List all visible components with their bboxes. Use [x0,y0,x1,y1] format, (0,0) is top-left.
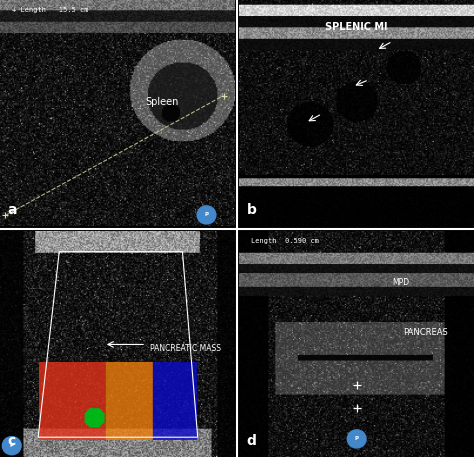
Text: Spleen: Spleen [146,97,179,107]
Text: + Length   15.5 cm: + Length 15.5 cm [12,7,88,13]
Text: b: b [246,203,256,217]
Circle shape [197,206,216,224]
Text: P: P [355,436,359,441]
Text: d: d [246,434,256,448]
Circle shape [2,436,21,455]
Text: P: P [204,213,209,218]
Circle shape [347,430,366,448]
Text: PANCREATIC MASS: PANCREATIC MASS [150,344,221,353]
Text: a: a [7,203,17,217]
Text: SPLENIC MI: SPLENIC MI [326,22,388,32]
Text: P: P [10,443,14,448]
Text: c: c [7,434,15,448]
Text: Length  0.590 cm: Length 0.590 cm [251,238,319,244]
Text: MPD: MPD [392,278,409,287]
Text: PANCREAS: PANCREAS [403,328,448,337]
